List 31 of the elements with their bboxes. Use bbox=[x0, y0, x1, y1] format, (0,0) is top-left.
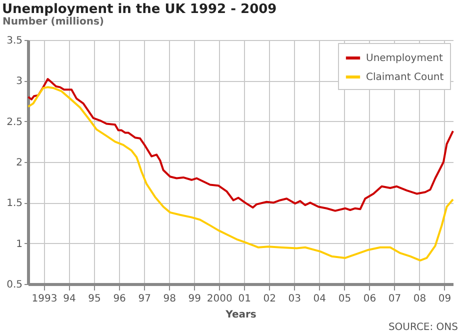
legend-label: Claimant Count bbox=[366, 72, 444, 83]
x-tick-label: 08 bbox=[413, 294, 426, 304]
x-tick-label: 09 bbox=[438, 294, 452, 304]
source-note: SOURCE: ONS bbox=[388, 322, 458, 333]
y-axis-title: Number (millions) bbox=[2, 16, 104, 28]
x-tick-label: 97 bbox=[138, 294, 151, 304]
x-tick-label: 07 bbox=[388, 294, 402, 304]
x-tick-label: 96 bbox=[113, 294, 126, 304]
x-tick-label: 06 bbox=[363, 294, 376, 304]
chart-title: Unemployment in the UK 1992 - 2009 bbox=[2, 2, 277, 17]
x-tick-label: 98 bbox=[163, 294, 176, 304]
y-tick-label: 3 bbox=[16, 76, 22, 88]
legend-label: Unemployment bbox=[366, 53, 443, 64]
y-tick-label: 2.5 bbox=[6, 116, 22, 128]
x-tick-label: 04 bbox=[313, 294, 326, 304]
x-axis-title: Years bbox=[224, 310, 256, 320]
x-tick-label: 99 bbox=[188, 294, 201, 304]
x-tick-label: 02 bbox=[263, 294, 276, 304]
y-tick-label: 2 bbox=[16, 158, 22, 168]
y-tick-label: 1.5 bbox=[6, 198, 22, 210]
x-tick-label: 01 bbox=[238, 294, 251, 304]
y-tick-label: 0.5 bbox=[6, 280, 22, 290]
x-tick-label: 03 bbox=[288, 294, 302, 304]
x-tick-label: 1993 bbox=[32, 294, 58, 304]
y-tick-label: 3.5 bbox=[6, 36, 22, 46]
x-tick-label: 2000 bbox=[206, 294, 232, 304]
x-tick-label: 94 bbox=[63, 294, 76, 304]
x-tick-label: 95 bbox=[88, 294, 101, 304]
x-tick-label: 05 bbox=[338, 294, 352, 304]
y-tick-label: 1 bbox=[16, 238, 22, 250]
line-series bbox=[27, 86, 454, 262]
